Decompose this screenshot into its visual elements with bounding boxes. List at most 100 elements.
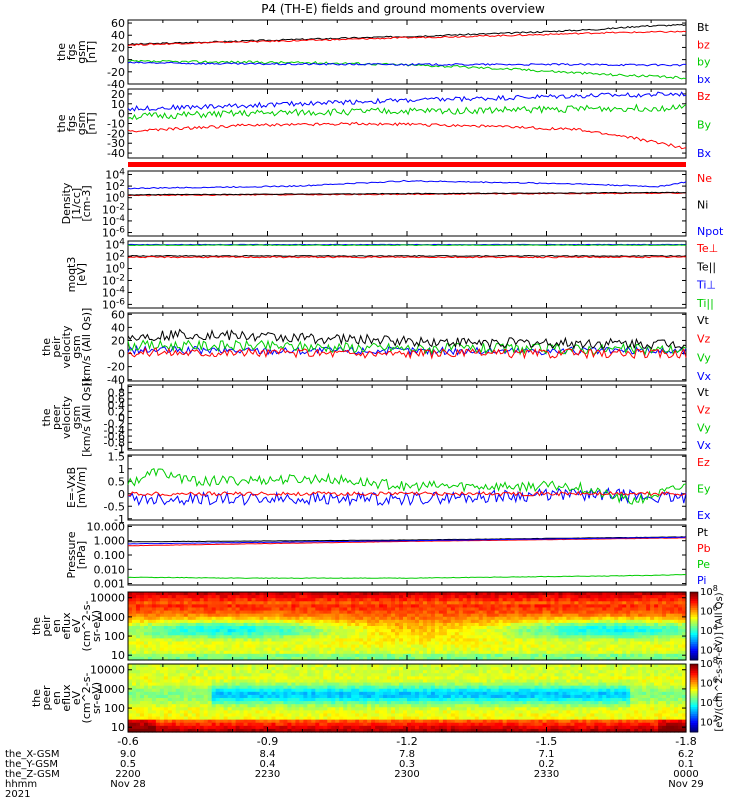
- spectrogram-cell: [474, 610, 480, 615]
- spectrogram-cell: [275, 719, 281, 724]
- spectrogram-cell: [187, 704, 193, 708]
- spectrogram-cell: [414, 641, 420, 646]
- spectrogram-cell: [658, 641, 663, 646]
- spectrogram-cell: [658, 626, 663, 630]
- spectrogram-cell: [151, 679, 157, 684]
- spectrogram-cell: [247, 728, 253, 733]
- spectrogram-cell: [271, 595, 277, 599]
- spectrogram-cell: [159, 664, 165, 668]
- spectrogram-cell: [247, 598, 253, 602]
- spectrogram-cell: [215, 650, 221, 655]
- spectrogram-cell: [287, 676, 293, 681]
- spectrogram-cell: [199, 682, 205, 687]
- spectrogram-cell: [263, 616, 269, 621]
- spectrogram-cell: [163, 626, 169, 630]
- spectrogram-cell: [251, 619, 257, 624]
- spectrogram-cell: [602, 601, 607, 605]
- spectrogram-cell: [327, 610, 332, 615]
- colorbar-step: [690, 653, 698, 656]
- spectrogram-cell: [143, 626, 149, 630]
- spectrogram-cell: [630, 619, 635, 624]
- spectrogram-cell: [367, 601, 372, 605]
- spectrogram-cell: [303, 626, 308, 630]
- spectrogram-cell: [211, 638, 217, 643]
- spectrogram-cell: [510, 613, 516, 618]
- spectrogram-cell: [395, 656, 400, 661]
- spectrogram-cell: [287, 707, 293, 711]
- spectrogram-cell: [135, 619, 141, 624]
- spectrogram-cell: [546, 604, 552, 609]
- spectrogram-cell: [147, 656, 153, 661]
- spectrogram-cell: [303, 629, 308, 633]
- spectrogram-cell: [371, 632, 376, 636]
- spectrogram-cell: [630, 641, 635, 646]
- spectrogram-cell: [426, 613, 432, 618]
- spectrogram-cell: [666, 632, 671, 636]
- spectrogram-cell: [438, 604, 444, 609]
- spectrogram-cell: [275, 601, 281, 605]
- spectrogram-cell: [259, 650, 265, 655]
- spectrogram-cell: [291, 601, 296, 605]
- spectrogram-cell: [530, 635, 536, 639]
- spectrogram-cell: [271, 664, 277, 668]
- spectrogram-cell: [163, 670, 169, 674]
- spectrogram-cell: [399, 638, 404, 643]
- spectrogram-cell: [263, 667, 269, 671]
- spectrogram-cell: [175, 667, 181, 671]
- spectrogram-cell: [399, 629, 404, 633]
- spectrogram-cell: [542, 598, 548, 602]
- spectrogram-cell: [343, 710, 348, 715]
- spectrogram-cell: [339, 670, 344, 674]
- spectrogram-cell: [251, 644, 257, 649]
- spectrogram-cell: [422, 610, 428, 615]
- spectrogram-cell: [434, 616, 440, 621]
- spectrogram-cell: [351, 688, 356, 693]
- spectrogram-cell: [303, 701, 308, 705]
- spectrogram-cell: [514, 616, 520, 621]
- spectrogram-cell: [538, 632, 544, 636]
- spectrogram-cell: [287, 626, 293, 630]
- spectrogram-cell: [562, 629, 568, 633]
- spectrogram-cell: [211, 647, 217, 652]
- spectrogram-cell: [187, 673, 193, 677]
- spectrogram-cell: [155, 626, 161, 630]
- spectrogram-cell: [283, 610, 289, 615]
- spectrogram-cell: [267, 626, 273, 630]
- spectrogram-cell: [574, 638, 579, 643]
- spectrogram-cell: [335, 673, 340, 677]
- spectrogram-cell: [223, 664, 229, 668]
- spectrogram-cell: [666, 595, 671, 599]
- spectrogram-cell: [339, 667, 344, 671]
- spectrogram-cell: [179, 722, 185, 727]
- spectrogram-cell: [235, 667, 241, 671]
- spectrogram-cell: [223, 670, 229, 674]
- spectrogram-cell: [271, 616, 277, 621]
- spectrogram-cell: [622, 644, 627, 649]
- spectrogram-cell: [327, 676, 332, 681]
- spectrogram-cell: [335, 653, 340, 658]
- spectrogram-cell: [167, 694, 173, 699]
- spectrogram-cell: [347, 670, 352, 674]
- spectrogram-cell: [622, 635, 627, 639]
- spectrogram-cell: [626, 626, 631, 630]
- spectrogram-cell: [255, 710, 261, 715]
- spectrogram-cell: [287, 728, 293, 733]
- spectrogram-cell: [307, 598, 312, 602]
- spectrogram-cell: [674, 635, 679, 639]
- spectrogram-cell: [474, 629, 480, 633]
- spectrogram-cell: [323, 682, 328, 687]
- spectrogram-cell: [614, 644, 619, 649]
- spectrogram-cell: [602, 595, 607, 599]
- spectrogram-cell: [586, 601, 591, 605]
- spectrogram-cell: [650, 595, 655, 599]
- spectrogram-cell: [562, 647, 568, 652]
- spectrogram-cell: [438, 638, 444, 643]
- spectrogram-cell: [167, 613, 173, 618]
- spectrogram-cell: [355, 644, 360, 649]
- spectrogram-cell: [610, 595, 615, 599]
- spectrogram-cell: [151, 698, 157, 702]
- spectrogram-cell: [287, 698, 293, 702]
- spectrogram-cell: [478, 592, 484, 596]
- spectrogram-cell: [359, 613, 364, 618]
- spectrogram-cell: [135, 650, 141, 655]
